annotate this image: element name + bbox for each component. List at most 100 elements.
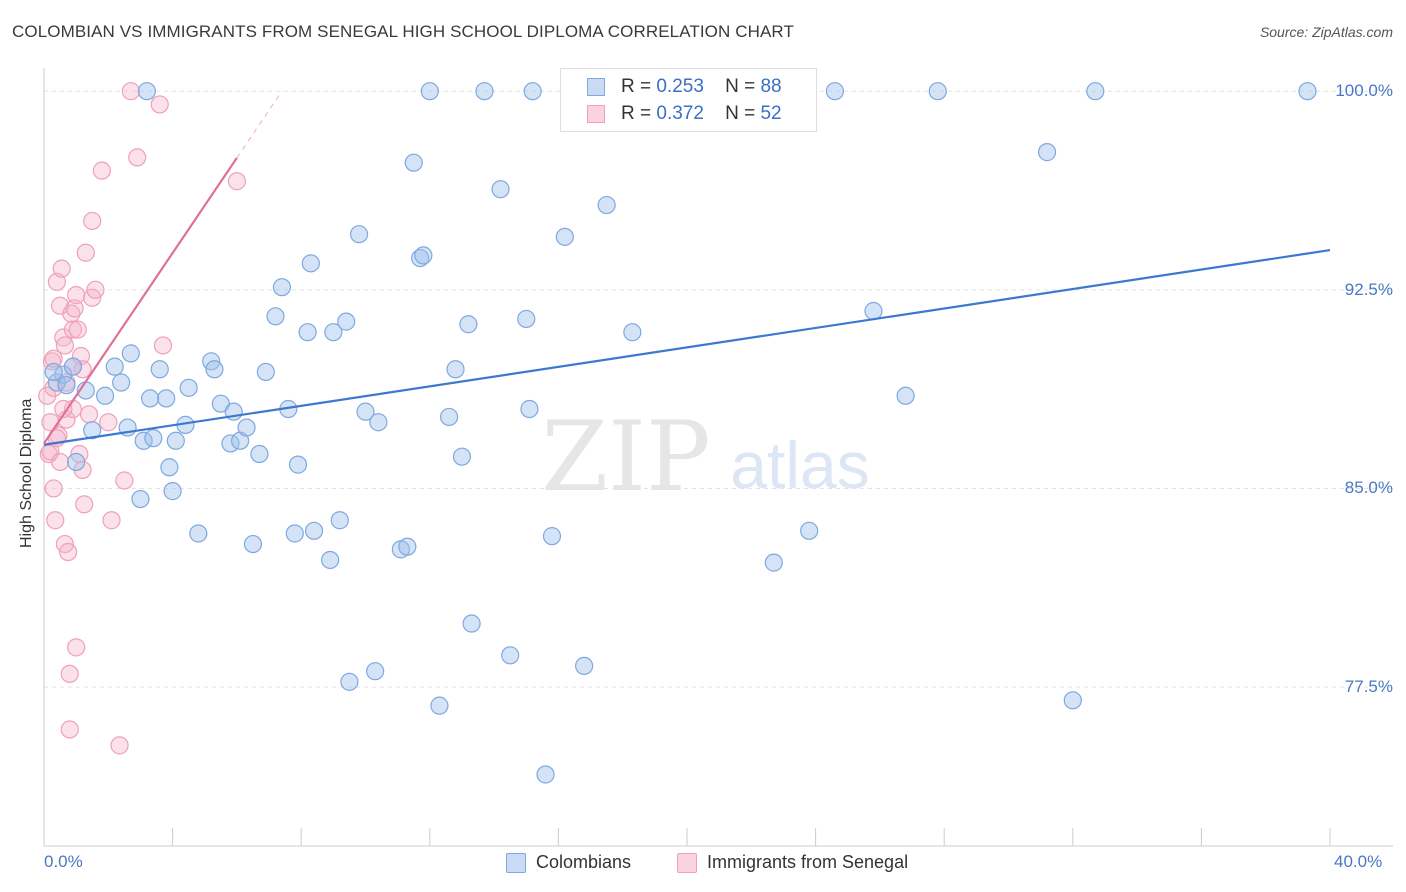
point-colombians — [285, 524, 304, 543]
legend-label-senegal: Immigrants from Senegal — [707, 852, 909, 872]
x-tick-min: 0.0% — [44, 852, 83, 871]
point-colombians — [304, 521, 324, 540]
point-colombians — [928, 82, 947, 101]
point-colombians — [452, 447, 472, 466]
watermark: ZIP atlas — [541, 401, 869, 513]
watermark-zip: ZIP — [541, 401, 710, 513]
point-colombians — [288, 455, 308, 474]
point-colombians — [523, 82, 542, 101]
point-colombians — [825, 82, 844, 101]
point-colombians — [896, 386, 915, 405]
point-colombians — [398, 537, 417, 556]
point-senegal — [41, 413, 60, 432]
point-colombians — [250, 444, 269, 464]
point-senegal — [52, 259, 71, 278]
point-colombians — [1037, 143, 1057, 162]
point-colombians — [321, 550, 340, 570]
point-colombians — [369, 413, 388, 432]
point-colombians — [243, 534, 263, 554]
point-colombians — [1298, 82, 1317, 101]
point-senegal — [115, 471, 134, 490]
series-legend: Colombians Immigrants from Senegal — [0, 852, 1406, 876]
point-colombians — [205, 360, 224, 379]
point-senegal — [62, 304, 81, 323]
point-colombians — [112, 373, 131, 392]
point-senegal — [54, 399, 73, 419]
y-axis-label: High School Diploma — [18, 399, 38, 748]
point-colombians — [430, 696, 449, 715]
point-senegal — [55, 336, 74, 355]
point-colombians — [349, 225, 369, 244]
source-label: Source: ZipAtlas.com — [1259, 24, 1393, 40]
point-colombians — [121, 344, 140, 363]
point-colombians — [95, 386, 115, 405]
correlation-legend: R = 0.253 N = 88 R = 0.372 N = 52 — [560, 68, 817, 132]
chart-title: COLOMBIAN VS IMMIGRANTS FROM SENEGAL HIG… — [12, 22, 794, 41]
point-senegal — [50, 452, 70, 472]
point-senegal — [99, 413, 118, 432]
trend-line-senegal-extension — [236, 90, 283, 159]
point-colombians — [324, 323, 343, 342]
point-colombians — [105, 357, 124, 376]
legend-text-senegal: R = 0.372 N = 52 — [621, 103, 782, 124]
point-colombians — [340, 672, 359, 691]
point-colombians — [166, 431, 185, 450]
point-colombians — [366, 662, 385, 681]
watermark-atlas: atlas — [730, 428, 869, 502]
point-colombians — [439, 407, 459, 427]
point-senegal — [63, 320, 83, 339]
point-colombians — [501, 646, 520, 665]
point-colombians — [356, 402, 375, 421]
point-senegal — [150, 95, 169, 114]
point-colombians — [272, 278, 292, 297]
point-colombians — [67, 452, 86, 472]
point-senegal — [83, 211, 102, 231]
point-colombians — [266, 307, 285, 326]
point-senegal — [67, 638, 86, 657]
point-colombians — [83, 421, 102, 440]
trend-line-senegal — [43, 157, 238, 445]
point-colombians — [301, 254, 320, 273]
y-axis-label-text: High School Diploma — [18, 398, 35, 548]
point-colombians — [189, 524, 208, 543]
legend-text-colombians: R = 0.253 N = 88 — [621, 76, 782, 97]
point-colombians — [57, 376, 76, 395]
y-tick-label: 100.0% — [1335, 81, 1393, 101]
point-colombians — [446, 360, 465, 379]
point-colombians — [140, 389, 160, 408]
legend-swatch-colombians-bottom — [506, 853, 526, 873]
point-colombians — [160, 458, 179, 477]
point-colombians — [330, 511, 349, 530]
point-colombians — [137, 82, 156, 101]
point-colombians — [623, 323, 642, 342]
point-colombians — [491, 180, 510, 199]
point-colombians — [597, 195, 616, 215]
point-colombians — [337, 312, 356, 331]
point-colombians — [404, 153, 423, 172]
point-senegal — [68, 320, 87, 339]
y-tick-label: 92.5% — [1344, 279, 1393, 299]
trend-lines — [43, 90, 1331, 446]
point-colombians — [411, 248, 430, 268]
legend-label-colombians: Colombians — [536, 852, 632, 872]
point-colombians — [764, 553, 783, 572]
scatter-points — [38, 82, 1317, 784]
point-colombians — [536, 765, 555, 784]
point-colombians — [575, 656, 594, 676]
point-senegal — [67, 286, 86, 305]
point-colombians — [144, 429, 163, 448]
point-colombians — [542, 527, 562, 546]
point-senegal — [102, 511, 121, 530]
x-tick-max: 40.0% — [1334, 852, 1383, 871]
trend-line-colombians — [43, 249, 1331, 446]
point-colombians — [414, 246, 433, 265]
point-colombians — [1063, 691, 1082, 710]
point-colombians — [237, 418, 256, 437]
point-colombians — [459, 315, 478, 334]
y-tick-label: 77.5% — [1344, 677, 1393, 697]
point-senegal — [79, 405, 99, 424]
point-colombians — [475, 82, 494, 101]
legend-swatch-senegal — [587, 105, 605, 123]
point-colombians — [150, 360, 169, 379]
